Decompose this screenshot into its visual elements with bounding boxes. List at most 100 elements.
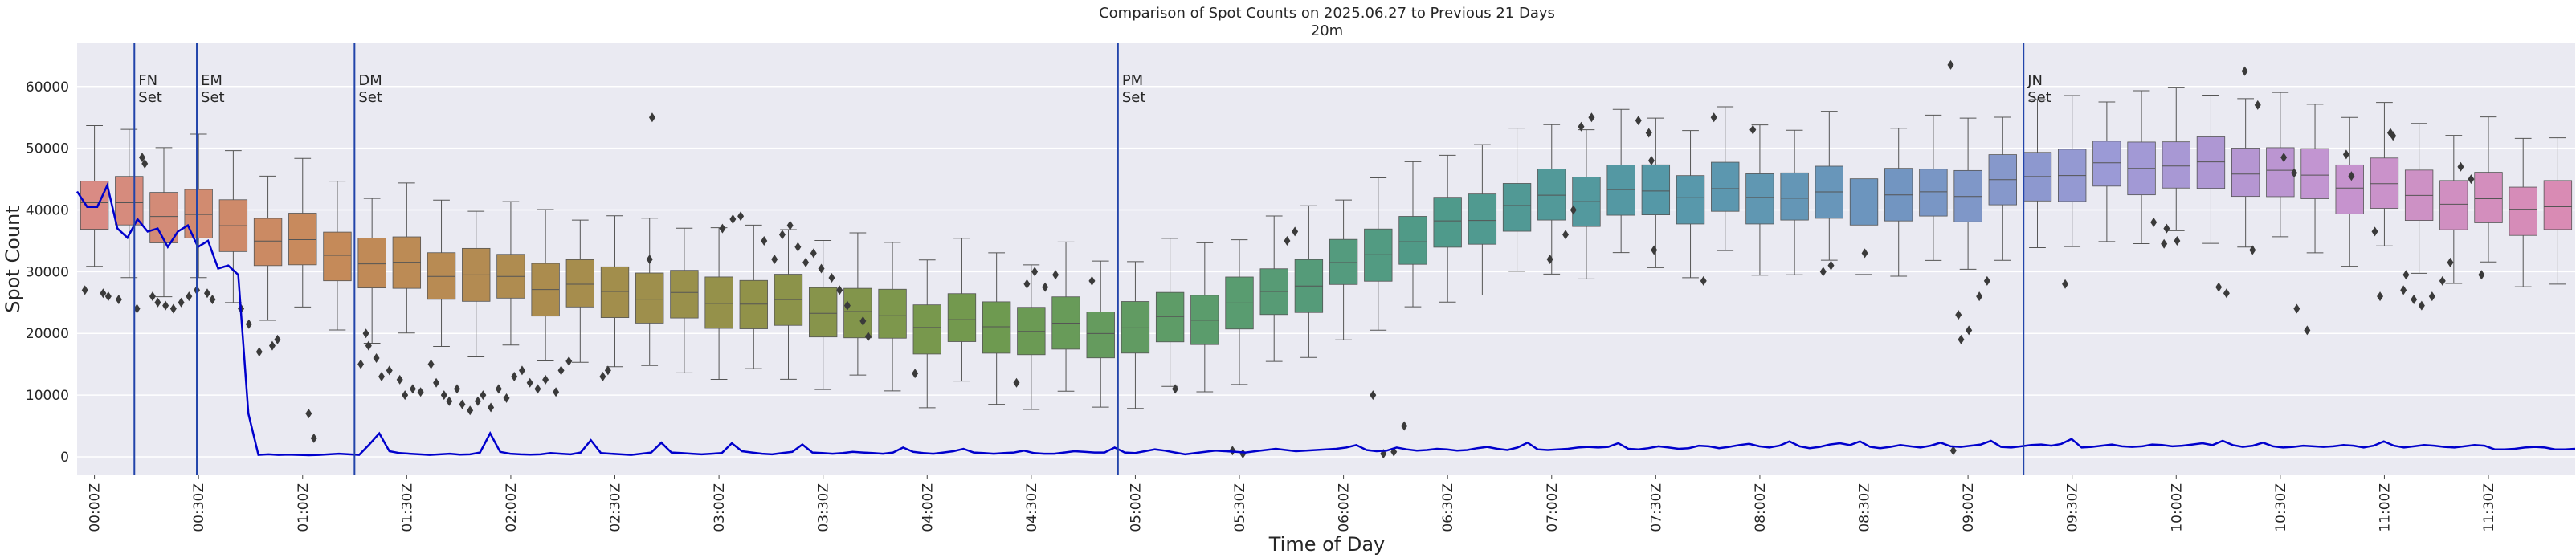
highlight-series-line: [76, 181, 2576, 457]
box: [878, 288, 907, 339]
box: [253, 218, 283, 267]
outlier-point: [778, 230, 786, 240]
outlier-point: [365, 340, 372, 351]
outlier-point: [386, 365, 393, 376]
outlier-point: [1749, 124, 1757, 135]
x-tick-label: 04:00Z: [920, 483, 936, 532]
outlier-point: [864, 332, 872, 342]
outlier-point: [828, 273, 835, 283]
box: [2335, 164, 2364, 214]
box: [1364, 228, 1393, 282]
outlier-point: [1947, 59, 1954, 70]
y-tick-label: 60000: [26, 79, 69, 96]
box: [1329, 238, 1358, 285]
box: [2092, 141, 2121, 187]
outlier-point: [1088, 275, 1096, 286]
box: [1086, 312, 1115, 359]
outlier-point: [794, 242, 802, 252]
chart-title: Comparison of Spot Counts on 2025.06.27 …: [1099, 5, 1555, 22]
event-label: DM: [358, 72, 382, 89]
x-tick-label: 06:00Z: [1337, 483, 1353, 532]
box: [2543, 180, 2573, 230]
x-tick-label: 04:30Z: [1024, 483, 1040, 532]
outlier-point: [2402, 270, 2410, 280]
y-tick-label: 40000: [26, 203, 69, 219]
box: [600, 266, 630, 318]
y-tick-label: 50000: [26, 141, 69, 157]
box: [1502, 183, 1532, 232]
x-tick-label: 01:00Z: [296, 483, 312, 532]
outlier-point: [2215, 282, 2223, 292]
box: [635, 272, 664, 324]
outlier-point: [843, 300, 851, 311]
outlier-point: [534, 384, 541, 394]
outlier-point: [2400, 285, 2407, 295]
box: [1017, 307, 1046, 356]
outlier-point: [115, 294, 122, 304]
outlier-point: [378, 372, 386, 382]
outlier-point: [440, 390, 447, 401]
outlier-point: [729, 214, 737, 225]
box: [809, 287, 838, 338]
outlier-point: [104, 291, 112, 302]
chart-subtitle: 20m: [1311, 22, 1343, 39]
outlier-point: [2174, 235, 2181, 246]
outlier-point: [771, 255, 778, 264]
outlier-point: [1401, 421, 1408, 431]
outlier-point: [2468, 174, 2475, 185]
event-label-set: Set: [358, 89, 382, 106]
x-tick-label: 09:30Z: [2065, 483, 2081, 532]
outlier-point: [1700, 275, 1707, 286]
box: [2266, 147, 2295, 198]
box: [947, 293, 977, 342]
outlier-point: [604, 365, 611, 376]
outlier-point: [1645, 128, 1652, 138]
outlier-point: [1651, 245, 1658, 255]
outlier-point: [203, 288, 210, 299]
y-axis-label: Spot Count: [2, 206, 24, 312]
outlier-point: [417, 387, 424, 397]
x-tick-label: 02:30Z: [608, 483, 624, 532]
box: [357, 238, 386, 289]
box: [1676, 175, 1705, 225]
outlier-point: [912, 369, 919, 379]
outlier-point: [2390, 131, 2397, 141]
outlier-point: [818, 263, 825, 274]
outlier-point: [2411, 294, 2418, 304]
outlier-point: [2457, 161, 2464, 172]
outlier-point: [178, 297, 185, 308]
outlier-point: [446, 396, 453, 406]
outlier-point: [1031, 267, 1039, 277]
outlier-point: [1958, 334, 1965, 344]
outlier-points: [81, 59, 2485, 459]
outlier-point: [1949, 446, 1957, 456]
x-tick-label: 10:30Z: [2273, 483, 2289, 532]
x-axis-ticks: 00:00Z 00:30Z 01:00Z 01:30Z 02:00Z 02:30Z 03:0…: [88, 475, 2497, 532]
outlier-point: [2348, 171, 2355, 181]
x-tick-label: 07:30Z: [1648, 483, 1664, 532]
box: [565, 259, 594, 308]
outlier-point: [409, 384, 416, 394]
box: [1155, 291, 1185, 343]
outlier-point: [1229, 446, 1236, 456]
box: [1537, 169, 1566, 221]
box: [1121, 301, 1150, 354]
outlier-point: [154, 297, 161, 308]
gridlines: [77, 86, 2575, 458]
outlier-point: [2163, 223, 2170, 234]
box: [2370, 157, 2399, 209]
outlier-point: [162, 300, 169, 311]
outlier-point: [2150, 217, 2158, 227]
y-tick-label: 20000: [26, 326, 69, 342]
outlier-point: [786, 220, 794, 230]
outlier-point: [859, 316, 867, 326]
box: [288, 213, 317, 266]
x-tick-label: 09:00Z: [1961, 483, 1977, 532]
box: [1711, 161, 1740, 212]
box: [2196, 136, 2226, 189]
outlier-point: [1819, 267, 1827, 277]
outlier-point: [1370, 390, 1377, 401]
outlier-point: [511, 372, 518, 382]
